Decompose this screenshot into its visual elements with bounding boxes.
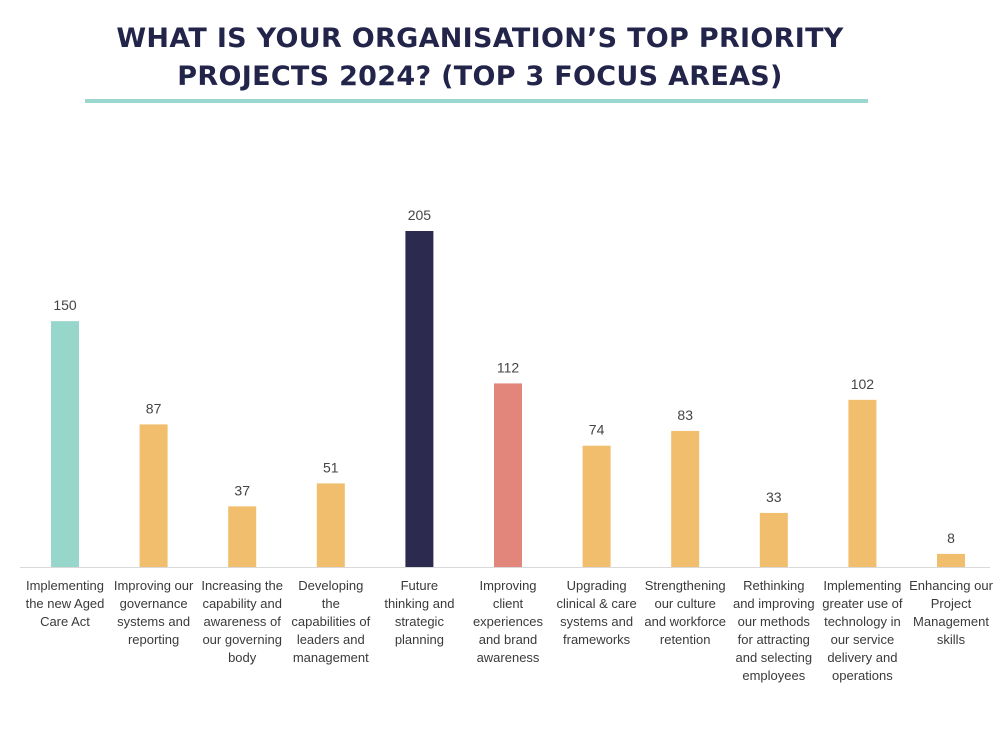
- category-label-line: the: [321, 596, 340, 611]
- category-label-line: for attracting: [737, 632, 810, 647]
- value-label-1: 150: [53, 297, 77, 313]
- category-label-line: operations: [832, 668, 893, 683]
- category-label-4: Developing the capabilities of leaders and m…: [283, 577, 379, 667]
- category-label-6: Improving client experiences and brand aware…: [460, 577, 556, 667]
- category-label-line: the new Aged: [25, 596, 105, 611]
- bar-1: [51, 321, 79, 567]
- value-label-6: 112: [497, 359, 520, 375]
- category-label-line: and improving: [732, 596, 815, 611]
- category-label-line: Improving our: [113, 578, 194, 593]
- category-label-line: and workforce: [644, 614, 727, 629]
- category-label-1: Implementing the new Aged Care Act: [17, 577, 113, 631]
- value-label-10: 102: [851, 376, 875, 392]
- value-label-9: 33: [766, 489, 782, 505]
- bar-2: [139, 424, 168, 567]
- category-label-line: Upgrading: [566, 578, 627, 593]
- category-label-line: and selecting: [735, 650, 813, 665]
- category-label-line: frameworks: [563, 632, 631, 647]
- category-label-line: experiences: [472, 614, 544, 629]
- value-label-11: 8: [947, 530, 955, 546]
- bar-6: [494, 383, 522, 567]
- category-label-line: our service: [830, 632, 895, 647]
- bar-7: [582, 445, 611, 567]
- category-label-line: management: [292, 650, 369, 665]
- category-label-line: Increasing the: [201, 578, 284, 593]
- bar-8: [671, 430, 700, 567]
- category-label-line: Improving: [479, 578, 537, 593]
- category-label-line: capabilities of: [291, 614, 371, 629]
- category-label-line: clinical & care: [556, 596, 637, 611]
- category-label-8: Strengthening our culture and workforce ret…: [637, 577, 733, 649]
- category-label-line: thinking and: [384, 596, 455, 611]
- category-label-line: Rethinking: [743, 578, 805, 593]
- chart-title: WHAT IS YOUR ORGANISATION’S TOP PRIORITY…: [0, 20, 960, 96]
- category-label-line: awareness of: [203, 614, 281, 629]
- category-label-line: leaders and: [296, 632, 365, 647]
- bar-5: [405, 231, 434, 567]
- value-label-2: 87: [146, 400, 162, 416]
- category-label-line: capability and: [202, 596, 282, 611]
- category-label-line: delivery and: [827, 650, 898, 665]
- category-label-10: Implementing greater use of technology in o…: [814, 577, 910, 685]
- bar-9: [759, 512, 788, 567]
- value-label-8: 83: [677, 407, 693, 423]
- category-label-line: greater use of: [822, 596, 903, 611]
- bar-3: [228, 506, 257, 567]
- value-label-5: 205: [408, 207, 432, 223]
- category-label-line: Developing: [298, 578, 364, 593]
- category-label-line: employees: [742, 668, 806, 683]
- value-label-7: 74: [589, 422, 605, 438]
- category-label-5: Future thinking and strategic planning: [371, 577, 467, 649]
- bar-11: [937, 553, 965, 567]
- category-label-line: Management: [913, 614, 989, 629]
- category-label-line: and brand: [478, 632, 538, 647]
- category-label-line: our governing: [202, 632, 282, 647]
- chart-title-line-2: PROJECTS 2024? (TOP 3 FOCUS AREAS): [177, 61, 783, 92]
- category-label-line: reporting: [127, 632, 180, 647]
- category-label-line: planning: [394, 632, 444, 647]
- category-label-line: systems and: [117, 614, 191, 629]
- category-label-line: Implementing: [25, 578, 105, 593]
- category-label-line: strategic: [394, 614, 444, 629]
- value-label-4: 51: [323, 459, 339, 475]
- category-label-line: our culture: [654, 596, 716, 611]
- chart-title-line-1: WHAT IS YOUR ORGANISATION’S TOP PRIORITY: [116, 23, 844, 54]
- category-label-7: Upgrading clinical & care systems and frame…: [549, 577, 645, 649]
- category-label-11: Enhancing our Project Management skills: [903, 577, 999, 649]
- category-label-line: awareness: [476, 650, 540, 665]
- category-label-line: systems and: [560, 614, 634, 629]
- category-label-line: Project: [930, 596, 972, 611]
- category-label-line: client: [492, 596, 524, 611]
- category-label-line: Enhancing our: [909, 578, 993, 593]
- category-label-line: Care Act: [40, 614, 90, 629]
- category-label-line: skills: [936, 632, 966, 647]
- category-label-3: Increasing the capability and awareness of…: [194, 577, 290, 667]
- category-label-2: Improving our governance systems and report…: [106, 577, 202, 649]
- category-label-line: Implementing: [823, 578, 902, 593]
- category-label-line: Strengthening: [644, 578, 726, 593]
- bars-group: 150 87 37 51 205 112 74 83 33 102 8: [51, 207, 965, 567]
- title-underline: [85, 99, 868, 103]
- category-label-line: technology in: [824, 614, 901, 629]
- bar-10: [848, 399, 877, 567]
- value-label-3: 37: [234, 482, 250, 498]
- category-label-line: governance: [119, 596, 188, 611]
- category-label-line: retention: [659, 632, 711, 647]
- category-label-9: Rethinking and improving our methods for at…: [726, 577, 822, 685]
- bar-4: [316, 483, 345, 567]
- category-label-line: our methods: [737, 614, 810, 629]
- category-label-line: Future: [400, 578, 439, 593]
- category-label-line: body: [228, 650, 257, 665]
